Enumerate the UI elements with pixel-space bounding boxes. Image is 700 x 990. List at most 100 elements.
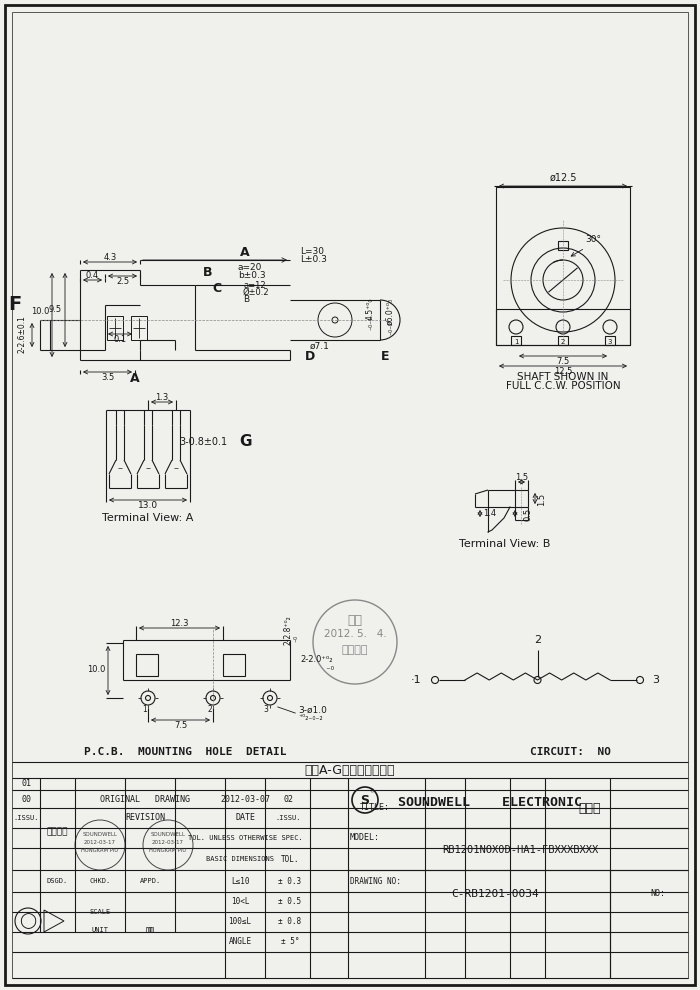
Text: 2012-03-17: 2012-03-17 xyxy=(84,841,116,845)
Text: 4.3: 4.3 xyxy=(104,252,117,261)
Bar xyxy=(511,336,521,345)
Text: 2012-03-17: 2012-03-17 xyxy=(152,841,184,845)
Text: F: F xyxy=(8,295,22,315)
Text: 1.3: 1.3 xyxy=(155,393,169,403)
Text: a=12: a=12 xyxy=(243,280,265,289)
Bar xyxy=(131,316,147,340)
Text: 电位器: 电位器 xyxy=(579,802,601,815)
Text: P.C.B.  MOUNTING  HOLE  DETAIL: P.C.B. MOUNTING HOLE DETAIL xyxy=(84,747,286,757)
Text: 3.5: 3.5 xyxy=(101,373,114,382)
Text: CHKD.: CHKD. xyxy=(90,878,111,884)
Text: ø6.0⁺⁰₀: ø6.0⁺⁰₀ xyxy=(386,298,395,325)
Text: NO:: NO: xyxy=(650,889,665,899)
Text: A: A xyxy=(130,371,140,384)
Text: Ø±0.2: Ø±0.2 xyxy=(243,287,270,296)
Text: 12.3: 12.3 xyxy=(170,619,189,628)
Text: ·1: ·1 xyxy=(410,675,421,685)
Text: .ISSU.: .ISSU. xyxy=(13,815,38,821)
Text: FULL C.C.W. POSITION: FULL C.C.W. POSITION xyxy=(505,381,620,391)
Text: 10<L: 10<L xyxy=(231,897,249,906)
Circle shape xyxy=(267,696,272,701)
Text: ± 0.5: ± 0.5 xyxy=(279,897,302,906)
Bar xyxy=(496,187,630,345)
Text: 2-2.0⁺⁰₂: 2-2.0⁺⁰₂ xyxy=(300,655,332,664)
Text: 3-ø1.0: 3-ø1.0 xyxy=(298,706,327,715)
Text: DSGD.: DSGD. xyxy=(46,878,68,884)
Bar xyxy=(558,241,568,250)
Text: L≤10: L≤10 xyxy=(231,876,249,885)
Text: ₋₀₋₁: ₋₀₋₁ xyxy=(386,321,395,335)
Text: HUNGKAM PIU: HUNGKAM PIU xyxy=(149,848,187,853)
Text: ± 0.8: ± 0.8 xyxy=(279,917,302,926)
Text: RB1201NOX0D-HA1-FBXXXBXXX: RB1201NOX0D-HA1-FBXXXBXXX xyxy=(442,845,598,855)
Text: ø12.5: ø12.5 xyxy=(550,173,577,183)
Text: SOUNDWELL    ELECTRONIC: SOUNDWELL ELECTRONIC xyxy=(398,796,582,809)
Text: 2.5: 2.5 xyxy=(116,277,129,286)
Text: 01: 01 xyxy=(21,779,31,788)
Text: 出图: 出图 xyxy=(347,614,363,627)
Text: SHAFT SHOWN IN: SHAFT SHOWN IN xyxy=(517,372,609,382)
Text: 2: 2 xyxy=(208,706,212,715)
Text: 注：A-G为重点管控尺寸: 注：A-G为重点管控尺寸 xyxy=(304,763,395,776)
Text: 0.1: 0.1 xyxy=(113,336,127,345)
Text: 2012. 5.   4.: 2012. 5. 4. xyxy=(323,629,386,639)
Text: ± 5°: ± 5° xyxy=(281,937,300,945)
Text: C-RB1201-0034: C-RB1201-0034 xyxy=(451,889,539,899)
Text: SOUNDWELL: SOUNDWELL xyxy=(150,833,186,838)
Text: ₋₀: ₋₀ xyxy=(290,635,300,642)
Text: S: S xyxy=(360,794,370,807)
Bar xyxy=(605,336,615,345)
Text: HUNGKAM PIU: HUNGKAM PIU xyxy=(81,848,118,853)
Text: ø7.1: ø7.1 xyxy=(310,342,330,350)
Text: 02: 02 xyxy=(283,796,293,805)
Text: b±0.3: b±0.3 xyxy=(238,271,265,280)
Text: 1.5: 1.5 xyxy=(538,492,547,506)
Text: 2: 2 xyxy=(561,339,565,345)
Text: 4.5⁺⁰₀: 4.5⁺⁰₀ xyxy=(365,298,375,320)
Circle shape xyxy=(211,696,216,701)
Text: 欧阳昌勇: 欧阳昌勇 xyxy=(46,828,68,837)
Text: CIRCUIT:  NO: CIRCUIT: NO xyxy=(529,747,610,757)
Text: 2012-03-07: 2012-03-07 xyxy=(220,796,270,805)
Text: 1: 1 xyxy=(514,339,518,345)
Text: MODEL:: MODEL: xyxy=(350,834,380,842)
Text: 12.5: 12.5 xyxy=(554,366,572,375)
Text: 2: 2 xyxy=(534,635,541,645)
Text: E: E xyxy=(381,349,389,362)
Text: APPD.: APPD. xyxy=(139,878,160,884)
Text: 3: 3 xyxy=(264,706,268,715)
Text: ORIGINAL   DRAWING: ORIGINAL DRAWING xyxy=(100,796,190,805)
Text: 00: 00 xyxy=(21,796,31,805)
Text: 7.5: 7.5 xyxy=(556,356,570,365)
Text: 9.5: 9.5 xyxy=(48,306,62,315)
Text: ◯: ◯ xyxy=(20,913,36,929)
Text: 1.5: 1.5 xyxy=(515,473,528,482)
Text: ®: ® xyxy=(370,789,374,795)
Text: 7.5: 7.5 xyxy=(174,721,187,730)
Text: B: B xyxy=(203,265,213,278)
Text: TITLE:: TITLE: xyxy=(360,804,390,813)
Text: L±0.3: L±0.3 xyxy=(300,255,327,264)
Text: TOL.: TOL. xyxy=(281,854,300,863)
Text: D: D xyxy=(305,349,315,362)
Text: 13.0: 13.0 xyxy=(138,501,158,510)
Text: 0.5: 0.5 xyxy=(524,508,533,521)
Text: 2-2.6±0.1: 2-2.6±0.1 xyxy=(18,315,27,353)
Bar xyxy=(136,654,158,676)
Text: 交山电子: 交山电子 xyxy=(342,645,368,655)
Text: 1: 1 xyxy=(143,706,148,715)
Text: 2-2.8⁺⁰₂: 2-2.8⁺⁰₂ xyxy=(284,615,293,644)
Text: ⁺⁰₂₋₀₋₂: ⁺⁰₂₋₀₋₂ xyxy=(298,714,323,723)
Text: 30°: 30° xyxy=(585,236,601,245)
Text: ₋₀: ₋₀ xyxy=(300,663,334,672)
Text: 100≤L: 100≤L xyxy=(228,917,251,926)
Text: ₋₀₋₁: ₋₀₋₁ xyxy=(365,316,375,330)
Text: DATE: DATE xyxy=(235,814,255,823)
Bar xyxy=(496,309,630,345)
Text: 1.4: 1.4 xyxy=(484,510,496,519)
Text: 3-0.8±0.1: 3-0.8±0.1 xyxy=(179,437,227,447)
Text: 3: 3 xyxy=(652,675,659,685)
Text: ± 0.3: ± 0.3 xyxy=(279,876,302,885)
Text: ANGLE: ANGLE xyxy=(228,937,251,945)
Text: G: G xyxy=(239,435,252,449)
